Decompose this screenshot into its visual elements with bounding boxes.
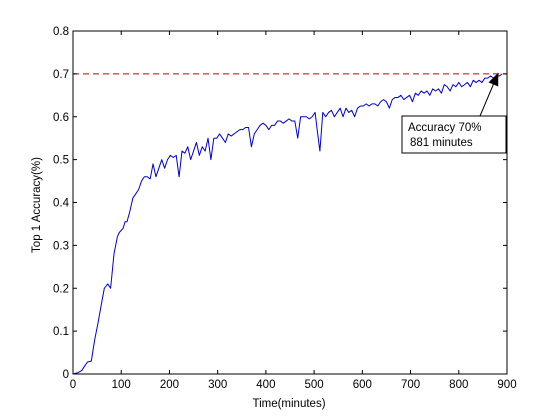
x-tick-label: 100	[112, 379, 131, 391]
x-tick-label: 400	[256, 379, 275, 391]
x-tick-label: 300	[208, 379, 227, 391]
y-tick-label: 0.8	[53, 26, 69, 38]
annotation-box	[401, 115, 507, 154]
annotation-line-2: 881 minutes	[410, 137, 473, 149]
y-tick-label: 0.7	[53, 69, 69, 81]
plot-background	[73, 31, 507, 374]
y-tick-label: 0.2	[53, 283, 69, 295]
series-layer	[72, 73, 503, 375]
x-tick-label: 0	[70, 379, 76, 391]
y-tick-label: 0	[63, 369, 69, 381]
y-tick-label: 0.4	[53, 198, 70, 210]
x-tick-label: 200	[160, 379, 179, 391]
axes-layer: 0 100 200 300 400 500 600 700 800 900 0 0.1 0.2 0.3 0.…	[53, 26, 517, 391]
x-tick-label: 800	[449, 379, 468, 391]
y-tick-label: 0.1	[53, 326, 69, 338]
annotation-line-1: Accuracy 70%	[408, 122, 482, 134]
y-tick-label: 0.3	[53, 240, 69, 252]
x-tick-label: 900	[497, 379, 516, 391]
series-line-1	[72, 73, 503, 375]
y-tick-label: 0.6	[53, 112, 69, 124]
annotation-arrow-head	[488, 72, 499, 87]
x-axis-label: Time(minutes)	[252, 398, 325, 410]
y-axis-label: Top 1 Accuracy(%)	[31, 157, 43, 253]
y-tick-label: 0.5	[53, 155, 69, 167]
plot-area	[73, 31, 507, 374]
annotation-layer: Accuracy 70% 881 minutes	[401, 72, 507, 154]
x-tick-label: 700	[401, 379, 420, 391]
x-tick-label: 600	[353, 379, 372, 391]
x-tick-label: 500	[305, 379, 324, 391]
